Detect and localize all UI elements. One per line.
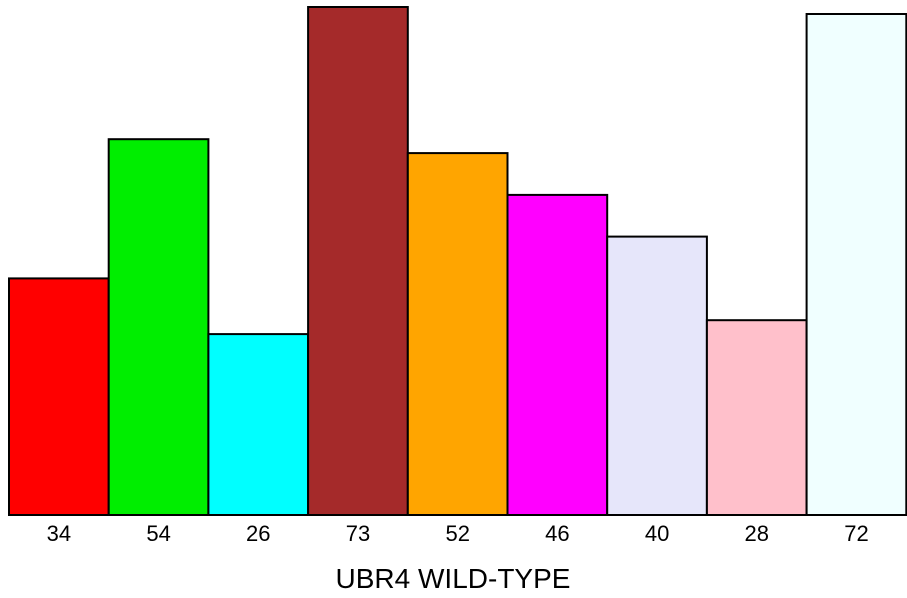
bars-layer bbox=[8, 6, 907, 517]
x-tick-label: 73 bbox=[346, 521, 370, 546]
bar-54 bbox=[107, 138, 210, 516]
bar-28 bbox=[705, 319, 808, 517]
x-tick-label: 72 bbox=[844, 521, 868, 546]
x-axis-title: UBR4 WILD-TYPE bbox=[336, 563, 571, 594]
x-tick-label: 26 bbox=[246, 521, 270, 546]
x-tick-label: 54 bbox=[146, 521, 170, 546]
x-tick-label: 40 bbox=[645, 521, 669, 546]
x-tick-label: 46 bbox=[545, 521, 569, 546]
x-tick-label: 52 bbox=[445, 521, 469, 546]
x-tick-label: 28 bbox=[745, 521, 769, 546]
bar-46 bbox=[506, 193, 609, 516]
bar-73 bbox=[307, 6, 409, 516]
bar-52 bbox=[406, 152, 509, 516]
bar-34 bbox=[8, 277, 110, 516]
tick-labels-layer: 34 54 26 73 52 46 40 28 72 bbox=[47, 521, 869, 546]
bar-72 bbox=[805, 13, 907, 516]
bar-40 bbox=[606, 235, 708, 516]
x-tick-label: 34 bbox=[47, 521, 71, 546]
bar-26 bbox=[207, 333, 310, 516]
